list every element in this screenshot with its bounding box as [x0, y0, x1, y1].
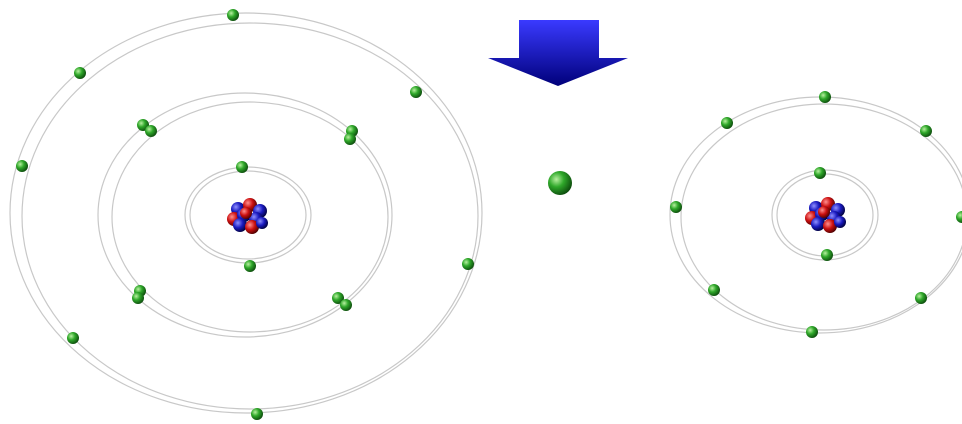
electron: [340, 299, 352, 311]
electrons: [16, 9, 474, 420]
electron: [821, 249, 833, 261]
neutral-atom: [9, 9, 483, 420]
orbit: [680, 103, 962, 331]
electron: [251, 408, 263, 420]
electron: [670, 201, 682, 213]
electron: [410, 86, 422, 98]
electron: [721, 117, 733, 129]
ion: [669, 91, 962, 338]
orbit: [189, 170, 307, 260]
electron: [819, 91, 831, 103]
electron: [67, 332, 79, 344]
electron: [462, 258, 474, 270]
free-electron: [548, 171, 572, 195]
nucleus: [805, 197, 846, 233]
electron: [920, 125, 932, 137]
electron: [236, 161, 248, 173]
electron: [708, 284, 720, 296]
electron: [332, 292, 344, 304]
electron: [132, 292, 144, 304]
nucleus: [227, 198, 268, 234]
orbit: [111, 101, 389, 333]
orbit: [9, 12, 483, 414]
electron: [806, 326, 818, 338]
arrow: [488, 20, 628, 86]
orbit: [97, 92, 393, 338]
electron: [145, 125, 157, 137]
electron: [344, 133, 356, 145]
electron: [915, 292, 927, 304]
electrons: [670, 91, 962, 338]
electron: [956, 211, 962, 223]
electron: [16, 160, 28, 172]
electron: [74, 67, 86, 79]
orbit: [21, 22, 479, 410]
electron: [227, 9, 239, 21]
electron: [814, 167, 826, 179]
electron: [244, 260, 256, 272]
